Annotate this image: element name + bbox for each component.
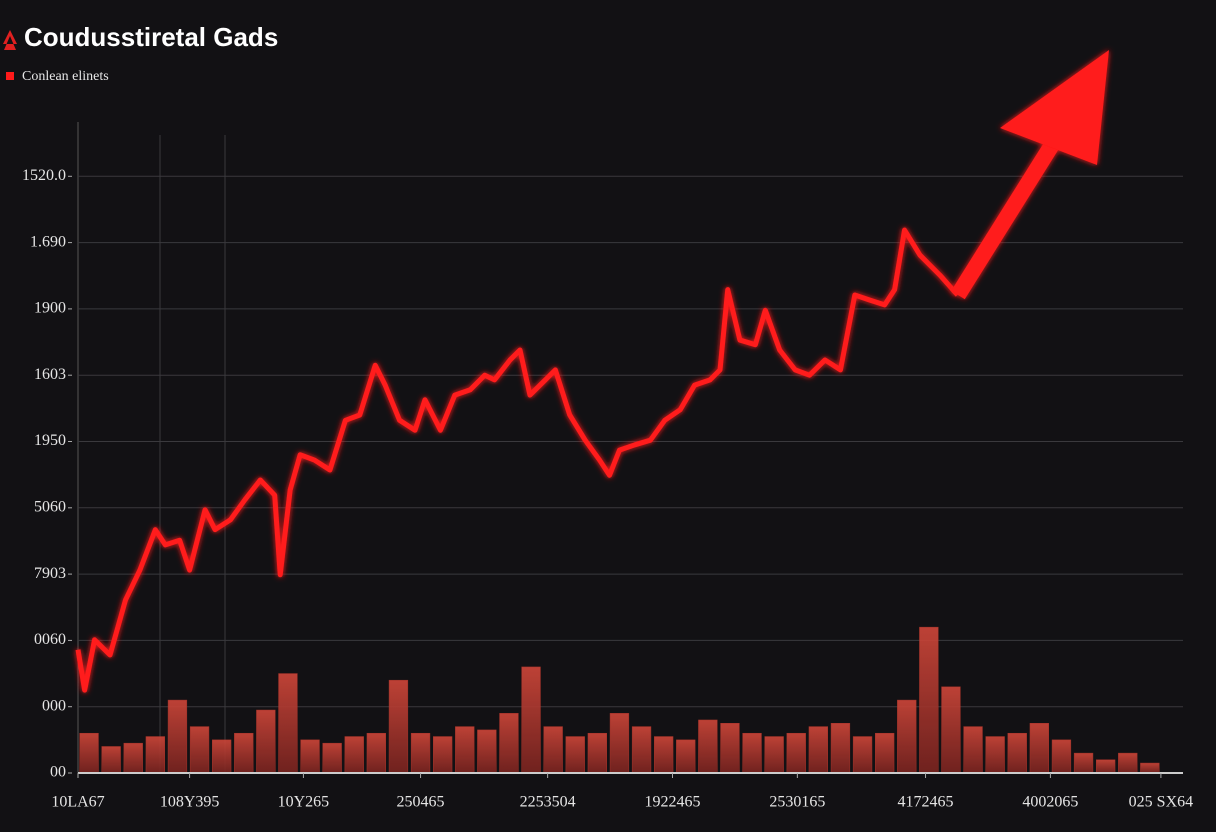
x-tick-label: 250465 (397, 794, 445, 811)
volume-bar (919, 626, 939, 774)
y-tick-label: 0060 (34, 631, 66, 648)
volume-bar (388, 679, 409, 774)
y-tick-label: 1603 (34, 366, 66, 383)
volume-bar (1029, 723, 1049, 774)
title-icon (3, 30, 17, 50)
y-tick-label: 5060 (34, 498, 66, 515)
volume-bar (1051, 739, 1072, 774)
legend-swatch (6, 72, 14, 80)
volume-bar (1073, 752, 1094, 774)
volume-bar (256, 709, 276, 774)
legend: Conlean elinets (6, 69, 109, 84)
volume-bar (521, 666, 541, 774)
volume-bar (167, 699, 188, 774)
volume-bar (786, 732, 806, 774)
chart-title: Coudusstiretal Gads (24, 22, 278, 52)
y-tick-label: 1900 (34, 300, 66, 317)
volume-bar (123, 742, 143, 774)
volume-bar (1140, 762, 1160, 774)
volume-bar (609, 713, 630, 774)
volume-bar (742, 732, 762, 774)
x-tick-label: 2530165 (769, 794, 825, 811)
volume-bar (79, 732, 99, 774)
arrow-shaft (951, 135, 1062, 300)
x-tick-label: 10LA67 (51, 794, 104, 811)
volume-bar (1007, 732, 1027, 774)
volume-bar (985, 736, 1005, 774)
arrow-head (1000, 50, 1109, 165)
volume-bar (410, 732, 431, 774)
volume-bar (830, 723, 851, 774)
volume-bar (278, 673, 298, 774)
volume-bar (875, 732, 895, 774)
volume-bar (145, 736, 165, 774)
volume-bar (101, 746, 121, 774)
volume-bar (808, 726, 828, 774)
x-tick-label: 4002065 (1022, 794, 1078, 811)
volume-bar (1118, 752, 1138, 774)
volume-bar (941, 686, 961, 774)
lines (75, 227, 960, 693)
volume-bar (433, 736, 453, 774)
volume-bar (764, 736, 784, 774)
volume-bar (366, 732, 386, 774)
x-tick-label: 4172465 (898, 794, 954, 811)
x-tick-label: 1922465 (644, 794, 700, 811)
volume-bar (234, 732, 254, 774)
volume-bar (499, 713, 519, 774)
volume-bar (587, 732, 607, 774)
volume-bar (720, 723, 740, 774)
volume-bar (631, 726, 652, 774)
y-tick-label: 00 (50, 764, 66, 781)
volume-bar (189, 726, 210, 774)
volume-bar (477, 729, 497, 774)
volume-bar (852, 736, 873, 774)
y-tick-label: 000 (42, 697, 66, 714)
y-tick-label: 7903 (34, 565, 66, 582)
y-tick-label: 1950 (34, 432, 66, 449)
grid (78, 175, 1183, 708)
legend-label: Conlean elinets (22, 69, 109, 84)
volume-bar (543, 726, 563, 774)
x-tick-label: 025 SX64 (1129, 794, 1193, 811)
volume-bar (1096, 759, 1116, 774)
volume-bar (654, 736, 674, 774)
x-tick-label: 2253504 (520, 794, 576, 811)
price-line (75, 227, 960, 693)
volume-bar (322, 742, 342, 774)
trend-arrow (951, 50, 1109, 300)
volume-bar (212, 739, 232, 774)
y-tick-label: 1520.0 (22, 167, 66, 184)
volume-bar (963, 726, 983, 774)
volume-bar (676, 739, 696, 774)
volume-bar (300, 739, 320, 774)
volume-bar (455, 726, 475, 774)
x-tick-label: 108Y395 (160, 794, 220, 811)
volume-bar (344, 736, 364, 774)
volume-bar (698, 719, 718, 774)
volume-bars (79, 626, 1160, 774)
volume-bar (565, 736, 585, 774)
x-tick-label: 10Y265 (278, 794, 330, 811)
y-tick-label: 1.690 (30, 233, 66, 250)
volume-bar (897, 699, 917, 774)
tick-labels: 000000060790350601950160319001.6901520.0… (22, 167, 1193, 811)
